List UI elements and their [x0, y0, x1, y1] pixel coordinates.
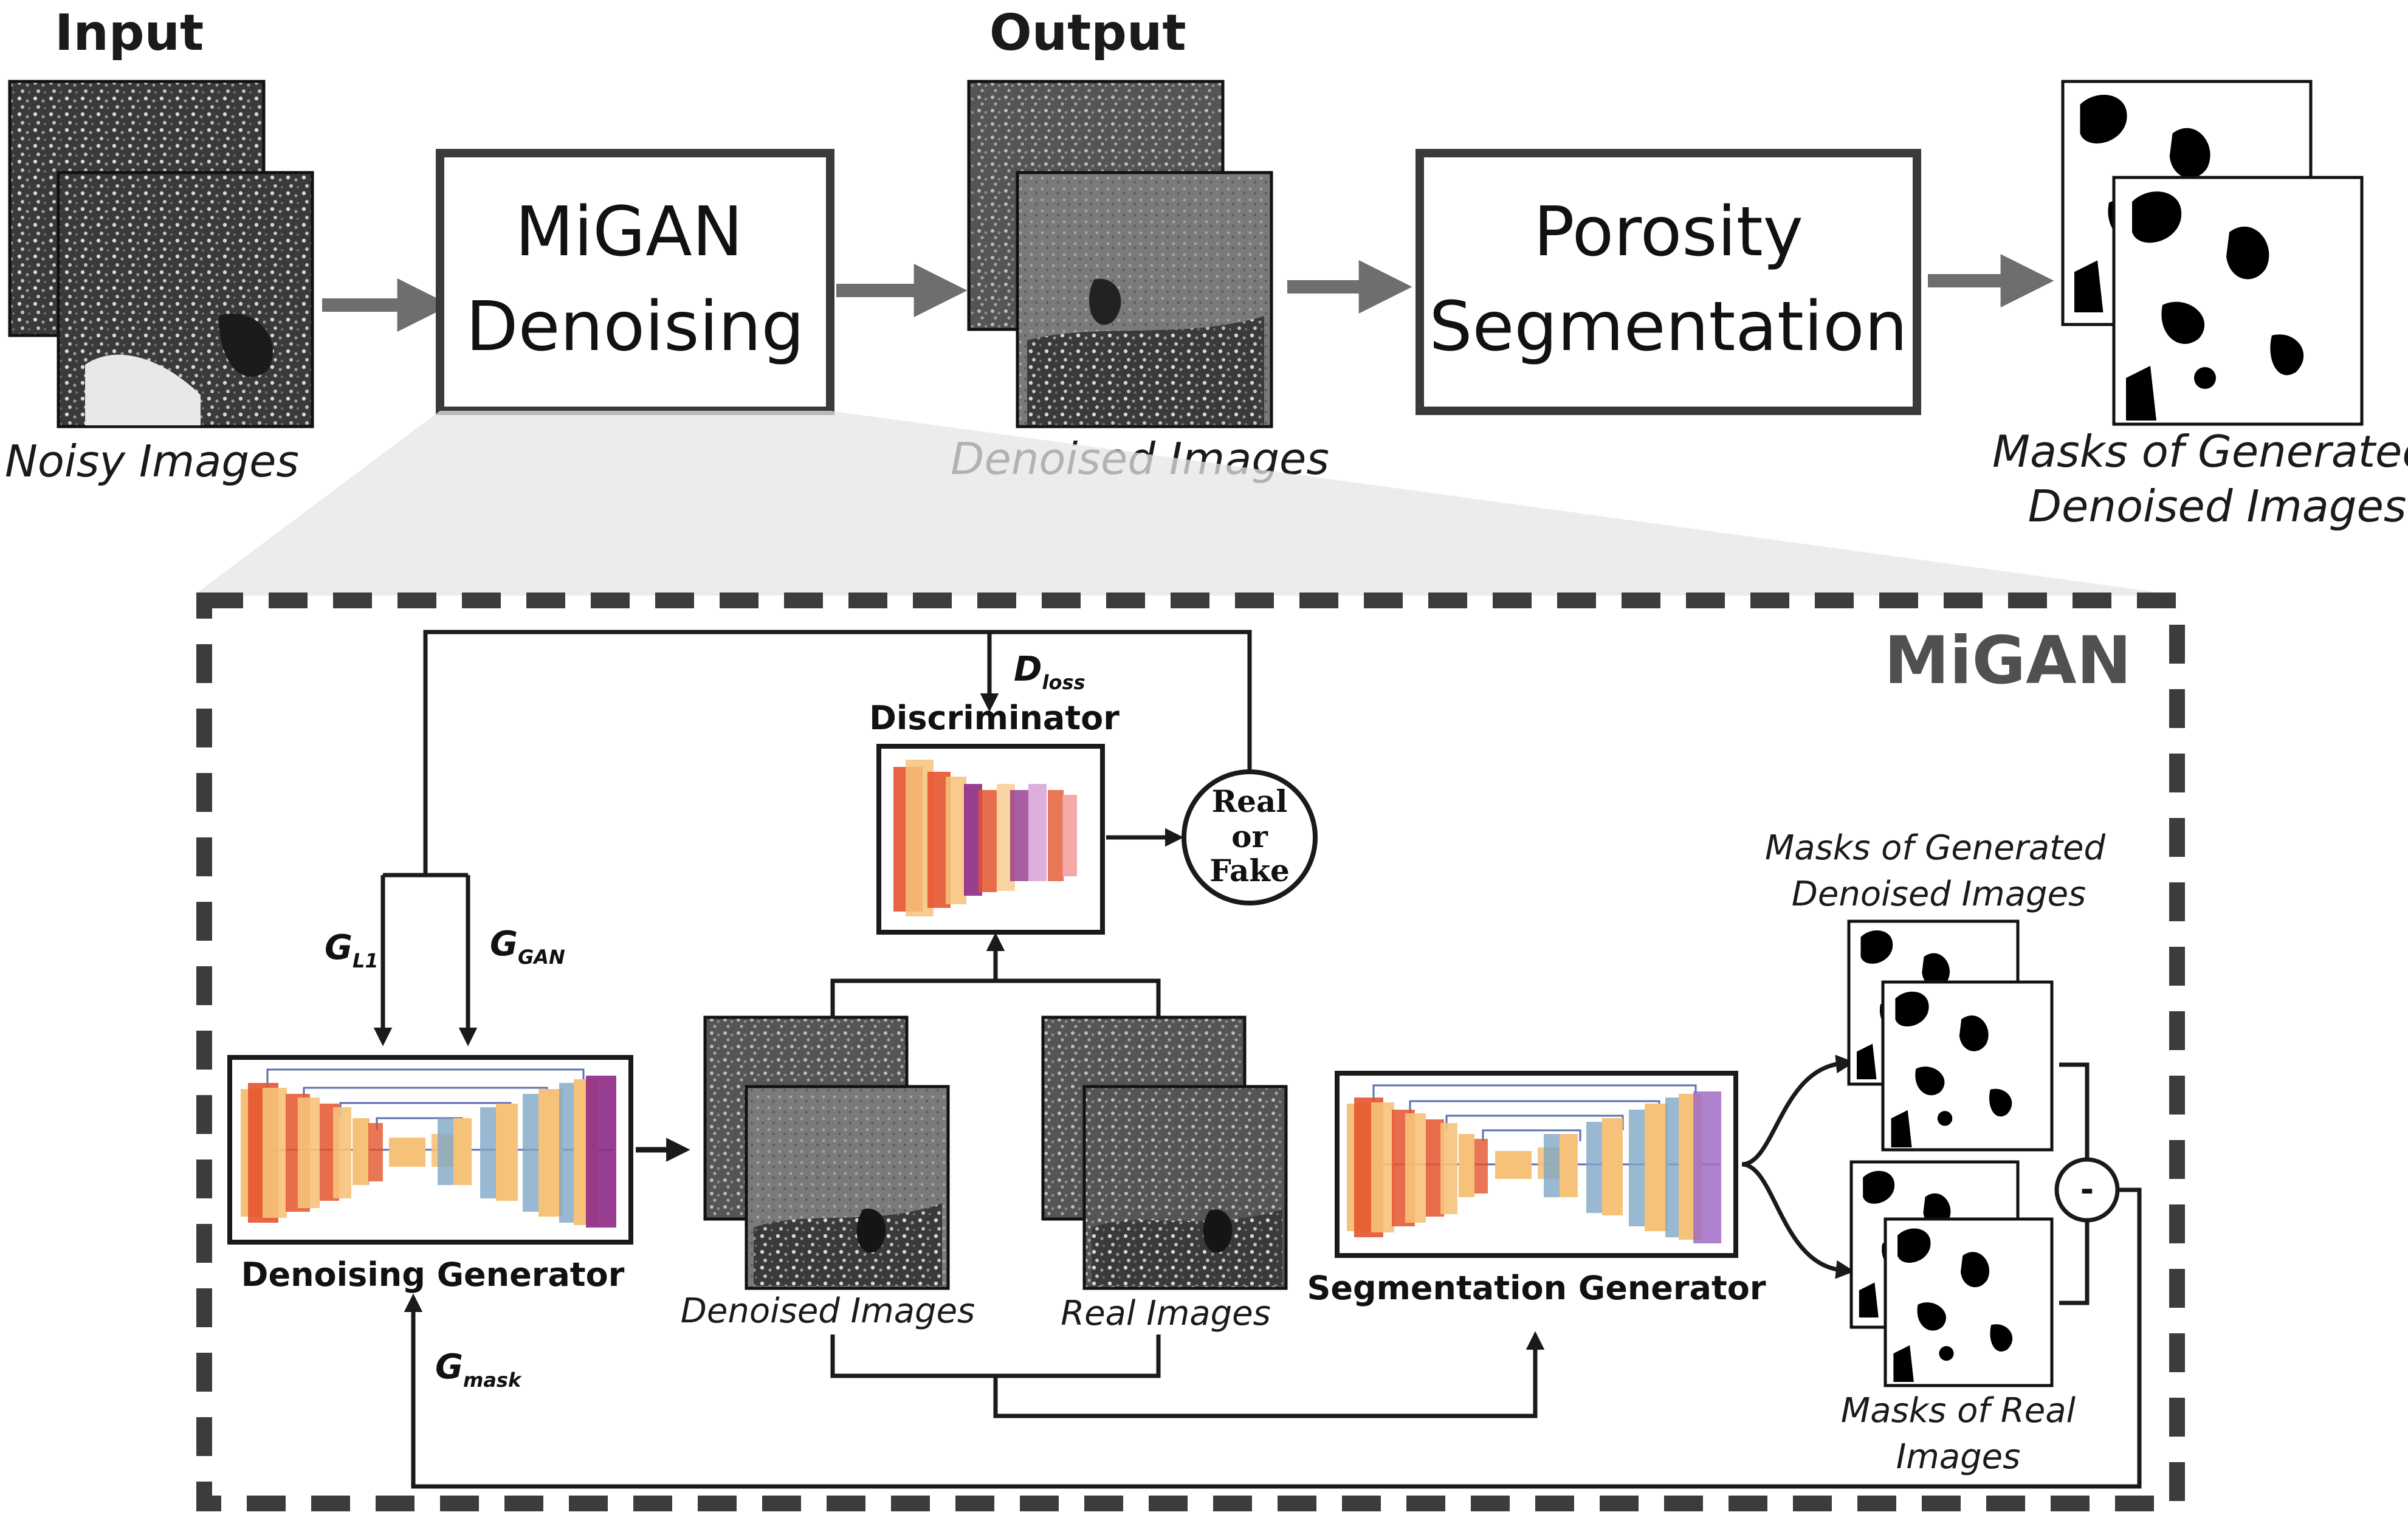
migan-title: MiGAN — [1884, 623, 2131, 699]
denoised-images-stack — [967, 80, 1273, 428]
migan-dashed-frame — [196, 593, 2185, 1511]
generated-masks-stack — [2061, 80, 2364, 426]
real-label: Real — [1212, 783, 1288, 819]
real-or-fake-circle: Real or Fake — [1182, 769, 1318, 905]
subtraction-lines — [404, 1062, 2142, 1489]
g-mask-label: Gmask — [435, 1347, 522, 1392]
denoising-generator-box — [227, 1055, 633, 1245]
denoise-box-line2: Denoising — [466, 287, 804, 366]
or-label: or — [1231, 819, 1268, 854]
discriminator-label: Discriminator — [869, 699, 1120, 737]
images-to-seg-lines — [830, 1331, 1545, 1418]
minus-symbol: - — [2080, 1170, 2094, 1209]
real-images-caption: Real Images — [1061, 1294, 1271, 1333]
feedback-lines — [373, 630, 1252, 1046]
denoising-generator-label: Denoising Generator — [241, 1256, 625, 1294]
seg-box-line1: Porosity — [1533, 193, 1803, 272]
inner-generated-masks — [1847, 919, 2054, 1152]
images-to-discriminator-lines — [830, 932, 1161, 1017]
minus-node: - — [2054, 1157, 2120, 1223]
output-heading: Output — [989, 4, 1186, 62]
noisy-images-stack — [8, 80, 314, 428]
fake-label: Fake — [1209, 853, 1290, 888]
inner-denoised-stack — [703, 1015, 950, 1290]
porosity-segmentation-box: Porosity Segmentation — [1416, 149, 1921, 415]
seg-box-line2: Segmentation — [1429, 287, 1907, 366]
masks-caption-line2: Denoised Images — [2028, 481, 2407, 532]
masks-generated-line1: Masks of Generated — [1765, 828, 2106, 868]
segmentation-generator-label: Segmentation Generator — [1307, 1269, 1766, 1307]
denoise-box-line1: MiGAN — [515, 193, 743, 272]
migan-denoising-box: MiGAN Denoising — [436, 149, 834, 415]
zoom-funnel — [193, 411, 2182, 596]
discriminator-box — [876, 744, 1105, 935]
inner-denoised-caption: Denoised Images — [681, 1291, 975, 1331]
inner-real-masks — [1849, 1160, 2054, 1387]
real-images-stack — [1041, 1015, 1288, 1290]
masks-caption-line1: Masks of Generated — [1992, 426, 2408, 477]
segmentation-generator-box — [1335, 1071, 1738, 1258]
noisy-images-caption: Noisy Images — [5, 436, 299, 487]
d-loss-label: Dloss — [1014, 650, 1085, 694]
g-l1-label: GL1 — [325, 928, 379, 972]
seg-branch-lines — [1741, 1054, 1855, 1279]
input-heading: Input — [55, 4, 204, 62]
masks-real-line2: Images — [1896, 1437, 2021, 1477]
masks-generated-line2: Denoised Images — [1792, 874, 2086, 914]
masks-real-line1: Masks of Real — [1841, 1391, 2076, 1431]
g-gan-label: GGAN — [490, 924, 565, 969]
